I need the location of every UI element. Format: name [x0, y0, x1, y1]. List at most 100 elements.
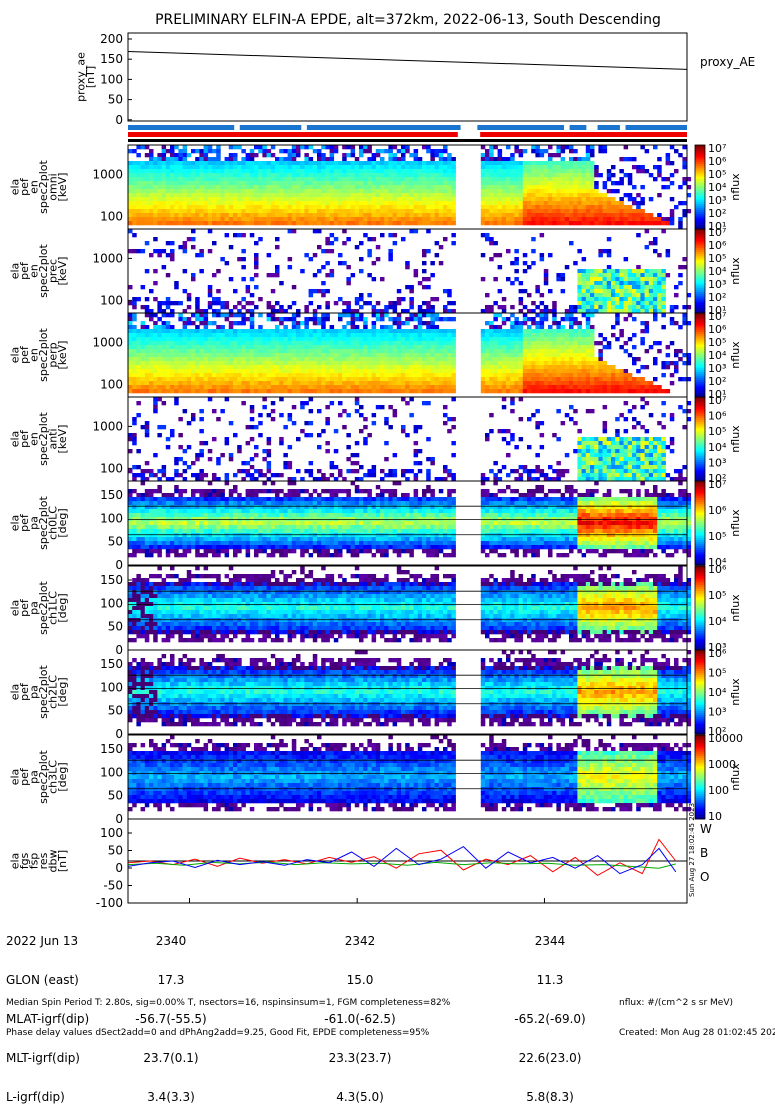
- heatmap-cell: [502, 337, 507, 341]
- heatmap-cell: [166, 305, 171, 309]
- heatmap-cell: [590, 149, 595, 153]
- heatmap-cell: [493, 385, 498, 389]
- heatmap-cell: [309, 337, 314, 341]
- heatmap-cell: [166, 321, 171, 325]
- heatmap-cell: [258, 329, 263, 333]
- heatmap-cell: [435, 173, 440, 177]
- heatmap-cell: [313, 377, 318, 381]
- heatmap-cell: [519, 321, 524, 325]
- heatmap-cell: [376, 245, 381, 249]
- heatmap-cell: [162, 341, 167, 345]
- heatmap-cell: [183, 241, 188, 245]
- heatmap-cell: [170, 341, 175, 345]
- heatmap-cell: [267, 353, 272, 357]
- heatmap-cell: [132, 389, 137, 393]
- heatmap-cell: [435, 213, 440, 217]
- heatmap-cell: [514, 369, 519, 373]
- heatmap-cell: [552, 329, 557, 333]
- heatmap-cell: [145, 189, 150, 193]
- heatmap-cell: [590, 341, 595, 345]
- heatmap-cell: [636, 285, 641, 289]
- heatmap-cell: [645, 329, 650, 333]
- heatmap-cell: [485, 169, 490, 173]
- heatmap-cell: [582, 329, 587, 333]
- heatmap-cell: [598, 289, 603, 293]
- heatmap-cell: [204, 333, 209, 337]
- heatmap-cell: [204, 373, 209, 377]
- heatmap-cell: [334, 369, 339, 373]
- heatmap-cell: [212, 185, 217, 189]
- heatmap-cell: [199, 165, 204, 169]
- heatmap-cell: [632, 301, 637, 305]
- heatmap-cell: [309, 377, 314, 381]
- heatmap-cell: [128, 165, 133, 169]
- heatmap-cell: [166, 357, 171, 361]
- heatmap-cell: [502, 345, 507, 349]
- heatmap-cell: [556, 369, 561, 373]
- heatmap-cell: [317, 201, 322, 205]
- heatmap-cell: [640, 273, 645, 277]
- heatmap-cell: [166, 297, 171, 301]
- heatmap-cell: [199, 193, 204, 197]
- heatmap-cell: [283, 217, 288, 221]
- heatmap-cell: [363, 181, 368, 185]
- heatmap-cell: [615, 189, 620, 193]
- heatmap-cell: [498, 197, 503, 201]
- heatmap-cell: [556, 321, 561, 325]
- heatmap-cell: [514, 389, 519, 393]
- heatmap-cell: [514, 249, 519, 253]
- heatmap-cell: [267, 221, 272, 225]
- tick-label: 100: [100, 72, 123, 86]
- legend-label: proxy_AE: [700, 55, 755, 69]
- heatmap-cell: [157, 369, 162, 373]
- heatmap-cell: [275, 173, 280, 177]
- heatmap-cell: [657, 389, 662, 393]
- heatmap-cell: [422, 145, 427, 149]
- heatmap-cell: [359, 369, 364, 373]
- heatmap-cell: [611, 173, 616, 177]
- heatmap-cell: [275, 217, 280, 221]
- heatmap-cell: [300, 213, 305, 217]
- heatmap-cell: [195, 205, 200, 209]
- heatmap-cell: [670, 209, 675, 213]
- heatmap-cell: [388, 193, 393, 197]
- heatmap-cell: [535, 149, 540, 153]
- heatmap-cell: [510, 321, 515, 325]
- heatmap-cell: [359, 257, 364, 261]
- heatmap-cell: [573, 365, 578, 369]
- heatmap-cell: [552, 173, 557, 177]
- heatmap-cell: [569, 201, 574, 205]
- heatmap-cell: [275, 201, 280, 205]
- heatmap-cell: [615, 289, 620, 293]
- heatmap-cell: [502, 157, 507, 161]
- heatmap-cell: [481, 357, 486, 361]
- heatmap-cell: [577, 321, 582, 325]
- heatmap-cell: [187, 201, 192, 205]
- heatmap-cell: [300, 369, 305, 373]
- heatmap-cell: [313, 289, 318, 293]
- heatmap-cell: [233, 313, 238, 317]
- heatmap-cell: [351, 173, 356, 177]
- heatmap-cell: [405, 369, 410, 373]
- heatmap-cell: [422, 313, 427, 317]
- heatmap-cell: [195, 189, 200, 193]
- heatmap-cell: [565, 389, 570, 393]
- heatmap-cell: [598, 197, 603, 201]
- heatmap-cell: [204, 177, 209, 181]
- heatmap-cell: [309, 369, 314, 373]
- heatmap-cell: [367, 209, 372, 213]
- heatmap-cell: [510, 325, 515, 329]
- heatmap-cell: [489, 361, 494, 365]
- heatmap-cell: [359, 197, 364, 201]
- heatmap-cell: [162, 213, 167, 217]
- heatmap-cell: [548, 209, 553, 213]
- heatmap-cell: [426, 341, 431, 345]
- heatmap-cell: [661, 297, 666, 301]
- heatmap-cell: [552, 377, 557, 381]
- heatmap-cell: [128, 221, 133, 225]
- heatmap-cell: [317, 385, 322, 389]
- heatmap-cell: [174, 197, 179, 201]
- heatmap-cell: [628, 281, 633, 285]
- heatmap-cell: [313, 341, 318, 345]
- heatmap-cell: [384, 329, 389, 333]
